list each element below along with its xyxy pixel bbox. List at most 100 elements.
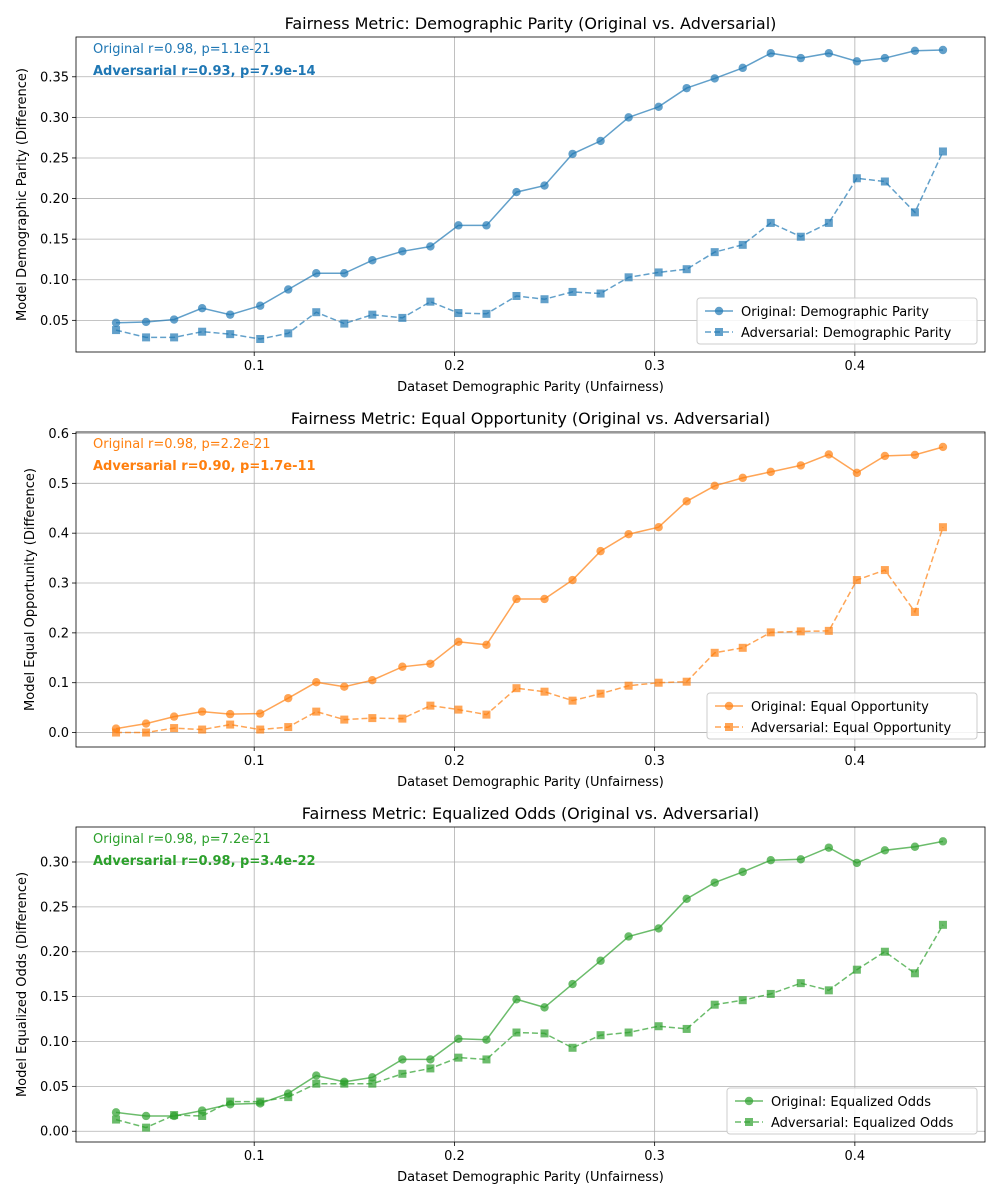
data-point-adversarial bbox=[938, 147, 947, 156]
data-point-adversarial bbox=[624, 273, 633, 282]
x-tick-label: 0.1 bbox=[244, 754, 265, 769]
data-point-original bbox=[568, 575, 577, 585]
data-point-original bbox=[398, 1055, 407, 1064]
y-tick-label: 0.2 bbox=[48, 626, 69, 641]
data-point-adversarial bbox=[142, 333, 151, 342]
data-point-original bbox=[312, 1071, 321, 1080]
chart-panel-3: 0.1 0.2 0.3 0.4 0.00 0.05 0.10 0.15 0.20 0.25 0.30… bbox=[15, 804, 986, 1185]
data-point-original bbox=[710, 481, 719, 491]
data-point-adversarial bbox=[454, 705, 463, 714]
data-point-adversarial bbox=[340, 319, 349, 328]
data-point-adversarial bbox=[738, 643, 747, 652]
legend-box bbox=[706, 692, 978, 740]
data-point-adversarial bbox=[142, 728, 151, 737]
data-point-original bbox=[540, 1003, 549, 1012]
data-point-adversarial bbox=[710, 1000, 719, 1009]
legend-box bbox=[696, 297, 978, 345]
data-point-adversarial bbox=[682, 265, 691, 274]
annotation-original-stats: Original r=0.98, p=7.2e-21 bbox=[93, 832, 271, 847]
data-point-adversarial bbox=[568, 696, 577, 705]
data-point-adversarial bbox=[368, 1079, 377, 1088]
series-line-original bbox=[115, 446, 944, 730]
chart-panel-1: 0.1 0.2 0.3 0.4 0.05 0.10 0.15 0.20 0.25 0.30 0.35… bbox=[15, 14, 986, 395]
data-point-adversarial bbox=[368, 310, 377, 319]
data-point-adversarial bbox=[482, 309, 491, 318]
data-point-adversarial bbox=[512, 684, 521, 693]
legend-marker-square bbox=[725, 723, 733, 731]
y-tick-label: 0.3 bbox=[48, 577, 69, 592]
data-point-adversarial bbox=[454, 309, 463, 318]
data-point-adversarial bbox=[910, 607, 919, 616]
data-point-original bbox=[796, 53, 805, 63]
y-tick-label: 0.25 bbox=[40, 900, 69, 915]
data-point-adversarial bbox=[368, 714, 377, 723]
data-point-original bbox=[454, 1034, 463, 1043]
data-point-adversarial bbox=[398, 313, 407, 322]
data-point-adversarial bbox=[226, 720, 235, 729]
data-point-adversarial bbox=[256, 1097, 265, 1106]
data-point-original bbox=[540, 594, 549, 604]
x-axis-label: Dataset Demographic Parity (Unfairness) bbox=[397, 1170, 664, 1185]
data-point-adversarial bbox=[568, 287, 577, 296]
data-point-adversarial bbox=[596, 1031, 605, 1040]
data-point-original bbox=[910, 450, 920, 460]
x-tick-label: 0.2 bbox=[444, 754, 465, 769]
data-point-original bbox=[398, 662, 407, 671]
y-tick-label: 0.35 bbox=[40, 70, 69, 85]
axes-frame bbox=[75, 826, 986, 1143]
data-point-adversarial bbox=[142, 1123, 151, 1132]
y-tick-label: 0.6 bbox=[48, 427, 69, 442]
data-point-original bbox=[738, 867, 747, 877]
data-point-adversarial bbox=[852, 174, 861, 183]
data-point-adversarial bbox=[540, 687, 549, 696]
data-point-original bbox=[710, 878, 719, 887]
y-tick-label: 0.10 bbox=[40, 1035, 69, 1050]
y-axis-label: Model Equalized Odds (Difference) bbox=[15, 872, 30, 1097]
annotation-original-stats: Original r=0.98, p=1.1e-21 bbox=[93, 42, 271, 57]
legend-label: Original: Equal Opportunity bbox=[751, 700, 929, 715]
data-point-adversarial bbox=[624, 681, 633, 690]
annotation-adversarial-stats: Adversarial r=0.98, p=3.4e-22 bbox=[93, 854, 316, 869]
data-point-original bbox=[111, 318, 121, 327]
x-tick-label: 0.1 bbox=[244, 359, 265, 374]
data-point-original bbox=[880, 451, 890, 461]
data-point-original bbox=[596, 546, 605, 556]
data-point-adversarial bbox=[226, 330, 235, 339]
data-point-adversarial bbox=[426, 1064, 435, 1073]
annotation-original-stats: Original r=0.98, p=2.2e-21 bbox=[93, 437, 271, 452]
data-point-original bbox=[426, 1055, 435, 1064]
data-point-original bbox=[910, 842, 920, 851]
data-point-adversarial bbox=[852, 965, 861, 974]
data-point-original bbox=[141, 719, 151, 728]
data-point-adversarial bbox=[284, 1093, 293, 1102]
data-point-adversarial bbox=[654, 1022, 663, 1031]
data-point-adversarial bbox=[454, 1053, 463, 1062]
axes-frame bbox=[75, 431, 986, 748]
data-point-original bbox=[340, 269, 349, 278]
data-point-adversarial bbox=[284, 329, 293, 338]
data-point-original bbox=[454, 637, 463, 647]
data-point-adversarial bbox=[170, 1111, 179, 1120]
data-point-original bbox=[654, 102, 663, 112]
data-point-original bbox=[568, 149, 577, 159]
y-tick-label: 0.1 bbox=[48, 676, 69, 691]
data-point-original bbox=[141, 317, 151, 327]
data-point-original bbox=[312, 269, 321, 278]
data-point-original bbox=[368, 1073, 377, 1082]
data-point-original bbox=[624, 113, 633, 122]
x-axis-label: Dataset Demographic Parity (Unfairness) bbox=[397, 775, 664, 790]
series-line-original bbox=[115, 840, 944, 1117]
data-point-original bbox=[766, 49, 775, 58]
data-point-adversarial bbox=[256, 725, 265, 734]
x-tick-label: 0.3 bbox=[644, 754, 665, 769]
data-point-adversarial bbox=[738, 240, 747, 249]
data-point-original bbox=[738, 473, 747, 483]
data-point-original bbox=[169, 712, 179, 721]
data-point-original bbox=[141, 1111, 151, 1121]
data-point-original bbox=[938, 442, 948, 452]
data-point-original bbox=[512, 594, 521, 604]
data-point-adversarial bbox=[596, 289, 605, 298]
data-point-original bbox=[852, 468, 862, 478]
data-point-original bbox=[426, 242, 435, 251]
data-point-original bbox=[796, 855, 805, 864]
